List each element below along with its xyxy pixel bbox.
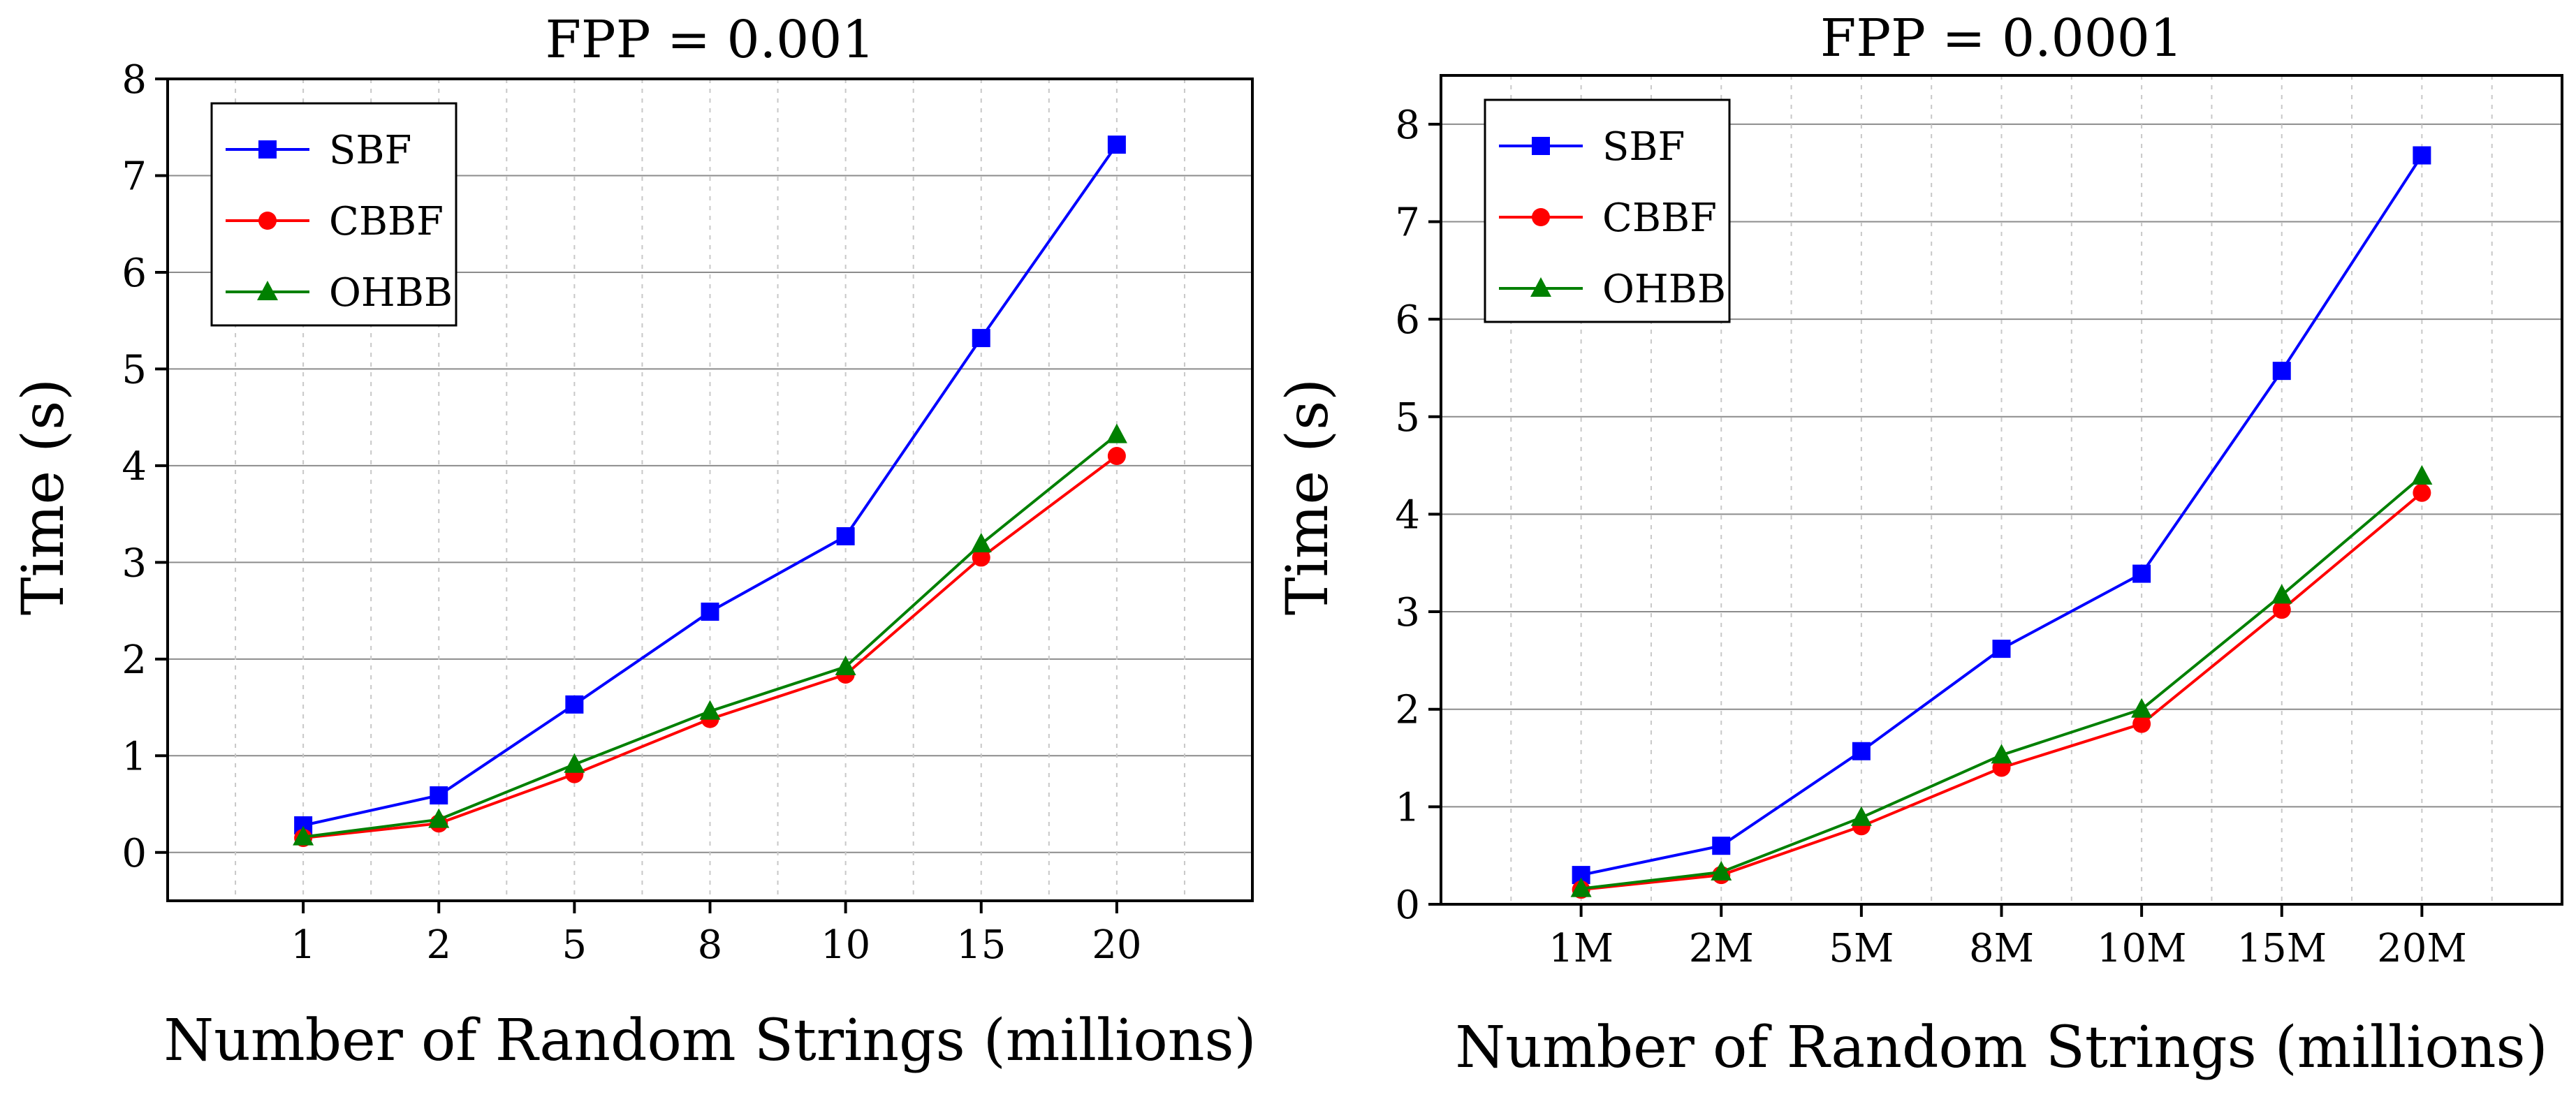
x-tick-label: 2 [426,922,451,968]
data-point-cbbf [2272,601,2291,619]
x-tick-label: 2M [1689,926,1754,971]
chart-title: FPP = 0.0001 [1820,8,2183,68]
data-point-sbf [2413,146,2431,165]
y-tick-label: 1 [122,734,147,779]
y-axis-title: Time (s) [1275,378,1341,615]
data-point-sbf [701,602,719,621]
legend-marker-sbf [1532,137,1550,155]
y-tick-label: 2 [1395,688,1420,733]
legend: SBF CBBF OHBB [210,102,458,327]
legend-label-sbf: SBF [329,128,411,173]
legend-box [1484,98,1731,323]
legend-label-ohbb: OHBB [1602,267,1726,312]
series-ohbb [1570,464,2433,897]
data-point-ohbb [428,808,450,828]
x-tick-label: 5M [1829,926,1894,971]
data-point-ohbb [1991,744,2012,764]
y-axis-title: Time (s) [10,378,77,615]
y-tick-label: 0 [1395,883,1420,928]
data-point-sbf [565,695,584,714]
data-point-sbf [2132,564,2151,583]
legend: SBF CBBF OHBB [1484,98,1731,323]
x-tick-label: 15M [2237,926,2327,971]
data-point-ohbb [970,533,992,553]
data-point-ohbb [1106,423,1127,443]
legend-label-ohbb: OHBB [329,270,453,316]
data-point-ohbb [1711,860,1732,881]
data-point-ohbb [2411,464,2433,485]
data-point-sbf [430,786,448,805]
y-tick-label: 2 [122,638,147,683]
data-point-cbbf [2413,483,2431,502]
x-axis-title: Number of Random Strings (millions) [1455,1015,2547,1081]
series-ohbb [293,423,1127,846]
y-tick-label: 3 [1395,590,1420,635]
y-tick-label: 6 [122,251,147,296]
y-tick-label: 7 [122,154,147,199]
x-tick-label: 8 [698,922,723,968]
legend-label-cbbf: CBBF [1602,196,1717,241]
data-point-sbf [972,329,990,348]
data-point-cbbf [972,548,990,567]
legend-box [210,102,458,327]
legend-marker-sbf [258,140,277,159]
x-tick-label: 20M [2377,926,2467,971]
x-tick-label: 1 [291,922,316,968]
series-sbf [294,135,1126,834]
data-point-cbbf [2132,714,2151,733]
chart-panel-1: 0 1 2 3 4 5 6 7 8 1 2 5 8 10 15 20 FPP = 0.001 Number of … [10,10,1257,1074]
data-point-sbf [2272,362,2291,381]
data-point-ohbb [1850,806,1872,826]
data-point-ohbb [2271,584,2292,604]
data-point-ohbb [1570,877,1592,897]
data-point-cbbf [1107,447,1126,466]
y-tick-label: 6 [1395,297,1420,343]
data-point-ohbb [699,700,721,720]
data-point-ohbb [835,655,856,675]
legend-marker-ohbb [257,281,278,300]
chart-title: FPP = 0.001 [546,10,875,70]
data-point-sbf [1852,742,1871,760]
y-tick-label: 5 [122,347,147,392]
y-tick-label: 3 [122,540,147,586]
legend-marker-ohbb [1530,277,1551,297]
data-point-ohbb [293,825,314,846]
x-tick-label: 1M [1549,926,1613,971]
x-tick-label: 8M [1969,926,2034,971]
x-tick-label: 15 [956,922,1006,968]
y-tick-label: 0 [122,831,147,876]
y-tick-label: 4 [1395,492,1420,538]
y-tick-label: 4 [122,444,147,489]
legend-marker-cbbf [258,212,277,230]
x-tick-label: 20 [1092,922,1141,968]
y-tick-label: 1 [1395,785,1420,830]
y-tick-label: 7 [1395,200,1420,245]
data-point-sbf [836,527,855,545]
data-point-sbf [1712,837,1731,855]
chart-panel-2: 0 1 2 3 4 5 6 7 8 1M 2M 5M 8M 10M 15M 20M FPP = 0.0001 Nu… [1275,8,2563,1081]
legend-marker-cbbf [1532,208,1550,226]
x-tick-label: 10 [821,922,870,968]
legend-label-cbbf: CBBF [329,199,444,244]
y-tick-label: 5 [1395,395,1420,441]
y-tick-label: 8 [122,57,147,103]
data-point-sbf [1107,135,1126,154]
data-point-ohbb [2131,698,2153,718]
legend-label-sbf: SBF [1602,124,1685,170]
x-axis-title: Number of Random Strings (millions) [163,1008,1256,1074]
series-sbf [1572,146,2431,885]
data-point-sbf [1992,640,2011,658]
x-tick-label: 5 [562,922,587,968]
y-tick-label: 8 [1395,103,1420,148]
x-tick-label: 10M [2097,926,2187,971]
data-point-ohbb [564,753,585,773]
